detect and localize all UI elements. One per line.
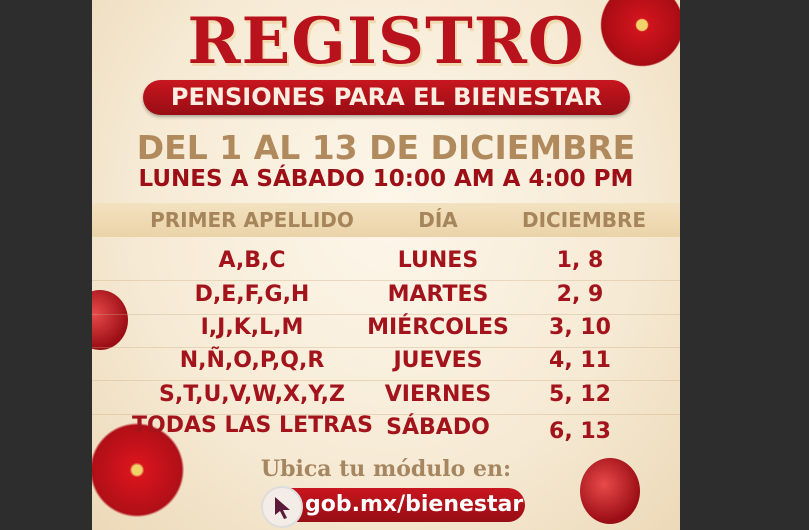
day: MIÉRCOLES — [367, 315, 509, 340]
date-range: DEL 1 AL 13 DE DICIEMBRE — [136, 128, 636, 167]
table-row: TODAS LAS LETRAS SÁBADO 6, 13 — [92, 413, 680, 445]
header-diciembre: DICIEMBRE — [522, 208, 647, 232]
table-row: I,J,K,L,M MIÉRCOLES 3, 10 — [92, 315, 680, 348]
table-row: N,Ñ,O,P,Q,R JUEVES 4, 11 — [92, 348, 680, 381]
dates: 1, 8 — [556, 248, 604, 273]
letters: D,E,F,G,H — [194, 282, 310, 307]
table-row: S,T,U,V,W,X,Y,Z VIERNES 5, 12 — [92, 382, 680, 415]
header-dia: DÍA — [418, 208, 458, 232]
letters: S,T,U,V,W,X,Y,Z — [159, 382, 345, 407]
title: REGISTRO — [187, 4, 585, 79]
table-row: A,B,C LUNES 1, 8 — [92, 248, 680, 281]
letters: I,J,K,L,M — [200, 315, 304, 340]
header-primer-apellido: PRIMER APELLIDO — [150, 208, 354, 232]
dates: 4, 11 — [549, 348, 611, 373]
table-row: D,E,F,G,H MARTES 2, 9 — [92, 282, 680, 315]
dates: 5, 12 — [549, 382, 611, 407]
cursor-icon — [261, 486, 303, 528]
table-header — [92, 203, 680, 237]
poster-image: REGISTRO PENSIONES PARA EL BIENESTAR DEL… — [92, 0, 680, 530]
locate-text: Ubica tu módulo en: — [260, 456, 512, 482]
letters: N,Ñ,O,P,Q,R — [179, 348, 325, 373]
poinsettia-bottom-left-decoration — [92, 410, 192, 530]
day: LUNES — [397, 248, 479, 273]
dates: 6, 13 — [549, 419, 611, 444]
day: VIERNES — [384, 382, 492, 407]
letters: TODAS LAS LETRAS — [132, 413, 373, 438]
hours: LUNES A SÁBADO 10:00 AM A 4:00 PM — [138, 166, 634, 192]
letters: A,B,C — [218, 248, 286, 273]
website-link[interactable]: gob.mx/bienestar — [261, 486, 525, 528]
website-link-text: gob.mx/bienestar — [305, 492, 524, 517]
day: SÁBADO — [386, 415, 490, 440]
day: JUEVES — [393, 348, 483, 373]
ornament-bottom-right-decoration — [580, 458, 640, 524]
day: MARTES — [387, 282, 489, 307]
dates: 2, 9 — [556, 282, 604, 307]
subtitle-banner: PENSIONES PARA EL BIENESTAR — [143, 80, 630, 115]
dates: 3, 10 — [549, 315, 611, 340]
